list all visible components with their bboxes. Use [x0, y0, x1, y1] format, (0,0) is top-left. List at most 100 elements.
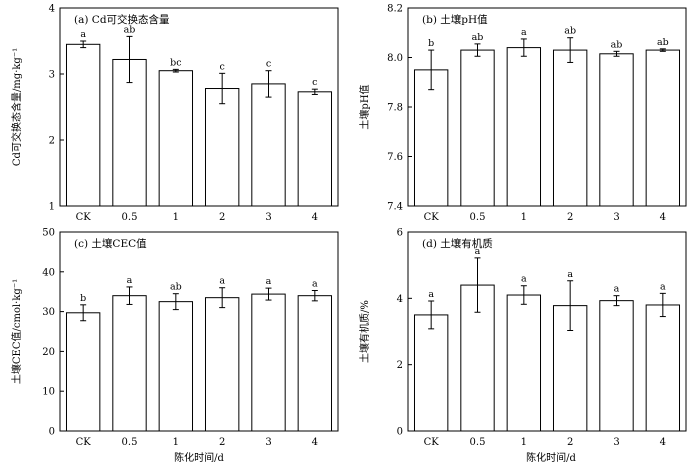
bar-a-2 — [158, 70, 194, 207]
plot-frame-c — [59, 231, 339, 432]
x-tick-label-c-0: CK — [76, 437, 92, 448]
panel-a: a CK ab 0.5 bc 1 c 2 c 3 c 4 1 2 3 4 (a) Cd可交换态含量 Cd可交换态含… — [10, 4, 339, 223]
x-tick-label-c-5: 4 — [312, 437, 318, 448]
x-tick-label-d-1: 0.5 — [470, 437, 486, 448]
x-tick-label-d-3: 2 — [567, 437, 573, 448]
x-tick-label-a-0: CK — [76, 212, 92, 223]
significance-label-a-2: bc — [170, 57, 181, 68]
bar-d-0 — [413, 314, 449, 432]
y-tick-label-d-3: 6 — [397, 228, 403, 239]
x-axis-label-right: 陈化时间/d — [526, 451, 576, 464]
panel-title-b: (b) 土壤pH值 — [422, 13, 488, 26]
bar-a-1 — [112, 58, 147, 207]
bar-a-4 — [251, 83, 286, 207]
bar-b-3 — [552, 49, 588, 207]
bar-c-1 — [112, 295, 147, 432]
significance-label-d-2: a — [521, 274, 527, 285]
panel-title-a: (a) Cd可交换态含量 — [74, 13, 170, 26]
significance-label-a-5: c — [312, 77, 317, 88]
x-tick-label-a-4: 3 — [265, 212, 271, 223]
significance-label-b-1: ab — [472, 32, 484, 43]
y-tick-label-c-5: 50 — [42, 228, 55, 239]
significance-label-c-0: b — [80, 293, 86, 304]
x-tick-label-d-0: CK — [424, 437, 440, 448]
bar-d-4 — [599, 300, 634, 432]
significance-label-b-2: a — [521, 27, 527, 38]
x-tick-label-b-3: 2 — [567, 212, 573, 223]
x-tick-label-a-3: 2 — [219, 212, 225, 223]
panel-title-d: (d) 土壤有机质 — [422, 237, 493, 250]
x-tick-label-b-2: 1 — [521, 212, 527, 223]
y-axis-label-d: 土壤有机质/% — [358, 300, 371, 363]
significance-label-a-1: ab — [124, 24, 136, 35]
significance-label-c-4: a — [266, 276, 272, 287]
significance-label-c-2: ab — [170, 282, 182, 293]
bar-a-3 — [204, 88, 240, 207]
x-axis-label-left: 陈化时间/d — [174, 451, 224, 464]
y-tick-label-c-1: 10 — [42, 387, 55, 398]
bar-c-4 — [251, 293, 286, 432]
bar-b-1 — [460, 49, 495, 207]
y-tick-label-b-4: 8.2 — [387, 4, 403, 15]
y-tick-label-a-3: 4 — [49, 4, 55, 15]
y-tick-label-a-2: 3 — [49, 70, 55, 81]
bar-b-5 — [645, 49, 681, 207]
y-tick-label-b-2: 7.8 — [387, 103, 403, 114]
x-tick-label-c-3: 2 — [219, 437, 225, 448]
y-tick-label-d-0: 0 — [397, 427, 403, 438]
bar-b-0 — [413, 69, 449, 207]
x-tick-label-b-0: CK — [424, 212, 440, 223]
y-tick-label-c-3: 30 — [42, 307, 55, 318]
panel-title-c: (c) 土壤CEC值 — [74, 237, 147, 250]
x-tick-label-d-4: 3 — [613, 437, 619, 448]
y-axis-label-a: Cd可交换态含量/mg·kg⁻¹ — [10, 48, 23, 166]
significance-label-b-3: ab — [564, 26, 576, 37]
x-tick-label-c-2: 1 — [173, 437, 179, 448]
bar-c-3 — [204, 297, 240, 432]
bar-c-5 — [297, 295, 333, 432]
plot-frame-b — [407, 7, 687, 207]
significance-label-d-3: a — [567, 269, 573, 280]
x-tick-label-b-5: 4 — [660, 212, 666, 223]
significance-label-d-0: a — [428, 289, 434, 300]
significance-label-c-1: a — [127, 275, 133, 286]
significance-label-d-5: a — [660, 281, 666, 292]
x-tick-label-d-2: 1 — [521, 437, 527, 448]
y-tick-label-c-2: 20 — [42, 347, 55, 358]
bar-a-0 — [65, 43, 101, 207]
x-tick-label-a-2: 1 — [173, 212, 179, 223]
x-tick-label-b-1: 0.5 — [470, 212, 486, 223]
significance-label-d-4: a — [614, 284, 620, 295]
significance-label-b-4: ab — [611, 39, 623, 50]
significance-label-a-4: c — [266, 59, 271, 70]
significance-label-d-1: a — [475, 246, 481, 257]
significance-label-b-0: b — [428, 38, 434, 49]
y-tick-label-b-0: 7.4 — [387, 202, 403, 213]
bar-a-5 — [297, 91, 333, 207]
significance-label-b-5: ab — [657, 37, 669, 48]
panel-b: b CK ab 0.5 a 1 ab 2 ab 3 ab 4 7.4 7.6 7.8 8.0 8.2 (b) 土壤… — [358, 4, 687, 223]
x-tick-label-a-1: 0.5 — [122, 212, 138, 223]
significance-label-c-5: a — [312, 279, 318, 290]
y-tick-label-a-0: 1 — [49, 202, 55, 213]
significance-label-a-3: c — [220, 61, 225, 72]
y-tick-label-d-1: 2 — [397, 360, 403, 371]
bar-c-2 — [158, 301, 194, 432]
bar-d-5 — [645, 304, 681, 432]
bar-c-0 — [65, 312, 101, 432]
bar-d-2 — [506, 294, 542, 432]
bar-b-4 — [599, 53, 634, 207]
x-tick-label-c-4: 3 — [265, 437, 271, 448]
y-tick-label-a-1: 2 — [49, 136, 55, 147]
significance-label-c-3: a — [219, 276, 225, 287]
y-tick-label-d-2: 4 — [397, 294, 403, 305]
y-tick-label-b-1: 7.6 — [387, 152, 403, 163]
y-tick-label-c-4: 40 — [42, 267, 55, 278]
significance-label-a-0: a — [80, 29, 86, 40]
bar-b-2 — [506, 47, 542, 207]
x-tick-label-b-4: 3 — [613, 212, 619, 223]
y-tick-label-b-3: 8.0 — [387, 53, 403, 64]
